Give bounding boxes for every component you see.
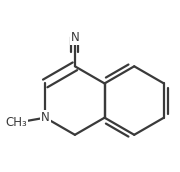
Text: N: N xyxy=(71,31,79,44)
Text: N: N xyxy=(41,111,50,124)
Text: CH₃: CH₃ xyxy=(5,116,27,129)
